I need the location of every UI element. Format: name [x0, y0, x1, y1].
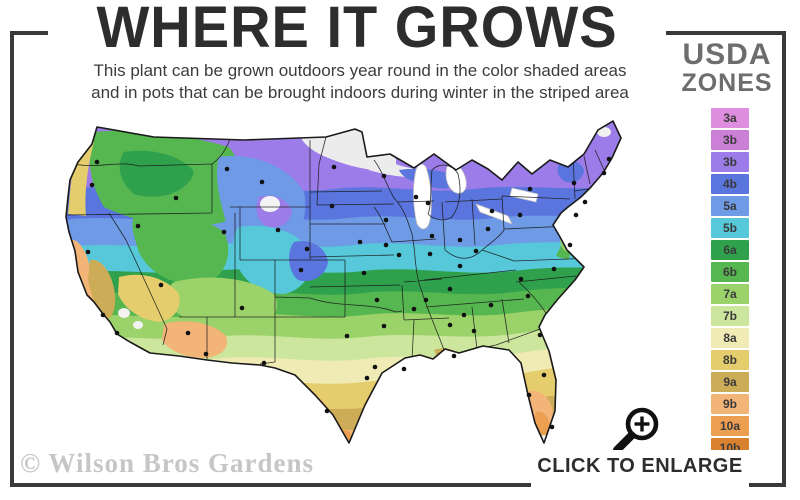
legend-zone-swatch: 9b [711, 394, 749, 414]
magnifier-plus-icon[interactable] [608, 403, 662, 462]
legend-zone-label: 4b [722, 177, 737, 191]
legend-zone-label: 6a [723, 243, 737, 257]
region-az-south-peach [162, 321, 228, 358]
legend-zone-label: 5a [723, 199, 737, 213]
us-outline [65, 120, 622, 444]
legend-zone-swatch: 6a [711, 240, 749, 260]
legend-zone-label: 7a [723, 287, 737, 301]
legend-zone-label: 8b [722, 353, 737, 367]
region-greatbasin-green [132, 214, 229, 285]
legend-zone-swatch: 5b [711, 218, 749, 238]
click-to-enlarge-button[interactable]: CLICK TO ENLARGE [531, 450, 749, 490]
legend-zone-label: 10a [719, 419, 741, 433]
legend-zone-swatch: 9a [711, 372, 749, 392]
legend-zone-label: 8a [723, 331, 737, 345]
legend-zone-label: 3b [722, 155, 737, 169]
legend-zone-swatch: 7a [711, 284, 749, 304]
header: WHERE IT GROWS [48, 0, 666, 56]
legend-zone-swatch: 6b [711, 262, 749, 282]
region-stx-orange [336, 430, 352, 443]
region-socal-mtn-white [118, 308, 130, 318]
region-ca-valley-tan [88, 259, 116, 320]
legend-zone-swatch: 3a [711, 108, 749, 128]
legend-zone-label: 7b [722, 309, 737, 323]
us-hardiness-map-svg [65, 120, 622, 444]
zone-bands [66, 121, 621, 443]
watermark: © Wilson Bros Gardens [20, 448, 314, 478]
lake-michigan [413, 163, 432, 230]
legend-zone-list: 3a 3b 3b 4b 5a 5b 6a 6b 7a 7b [711, 108, 749, 460]
subtitle-line-1: This plant can be grown outdoors year ro… [93, 61, 627, 80]
region-yellowstone-white [260, 196, 280, 212]
region-socal-gold [118, 274, 180, 322]
legend-zone-label: 3b [722, 133, 737, 147]
legend-zone-label: 5b [722, 221, 737, 235]
page-title: WHERE IT GROWS [96, 0, 618, 60]
legend-zone-swatch: 3b [711, 152, 749, 172]
legend-title-usda: USDA [682, 38, 772, 71]
legend-zone-swatch: 10a [711, 416, 749, 436]
legend-zone-swatch: 7b [711, 306, 749, 326]
legend-zone-label: 3a [723, 111, 737, 125]
subtitle: This plant can be grown outdoors year ro… [40, 60, 680, 105]
legend-title: USDA ZONES [664, 38, 790, 97]
region-delmarva-lightgreen [560, 224, 576, 252]
usda-zones-legend: USDA ZONES 3a 3b 3b 4b 5a 5b 6a 6b [664, 38, 790, 458]
region-socal-mtn-white2 [133, 321, 143, 329]
city-dots [85, 156, 612, 430]
legend-zone-swatch: 3b [711, 130, 749, 150]
legend-zone-swatch: 8b [711, 350, 749, 370]
legend-zone-label: 9a [723, 375, 737, 389]
region-maine-white [597, 127, 611, 137]
legend-title-zones: ZONES [681, 69, 773, 97]
subtitle-line-2: and in pots that can be brought indoors … [91, 83, 629, 103]
legend-zone-swatch: 4b [711, 174, 749, 194]
legend-zone-label: 9b [722, 397, 737, 411]
region-az-nm-lightgreen [168, 277, 278, 331]
usda-zone-map[interactable] [64, 112, 634, 462]
lake-ontario [509, 187, 539, 203]
region-pnw-darkgreen [119, 150, 194, 197]
legend-zone-swatch: 5a [711, 196, 749, 216]
legend-zone-label: 6b [722, 265, 737, 279]
region-colorado-blue [289, 241, 328, 282]
state-borders [66, 136, 607, 365]
click-to-enlarge-label: CLICK TO ENLARGE [537, 455, 743, 477]
legend-zone-swatch: 8a [711, 328, 749, 348]
